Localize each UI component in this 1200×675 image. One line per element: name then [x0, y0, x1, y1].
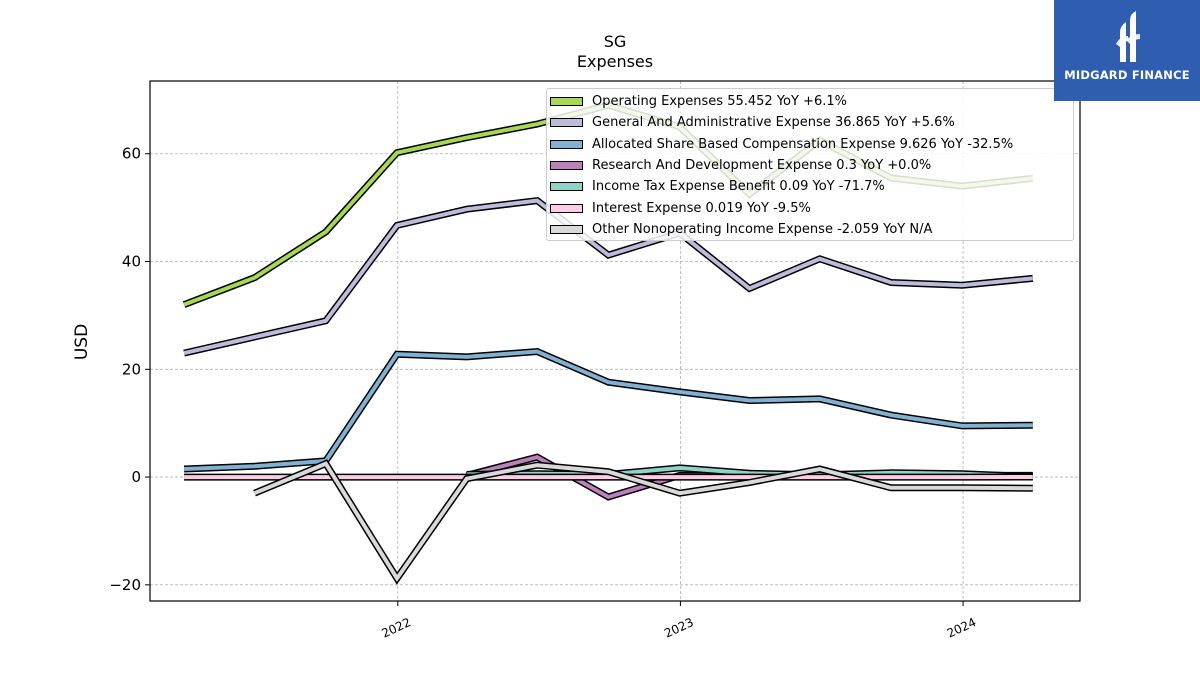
y-tick-label: 60	[122, 145, 141, 163]
x-axis: 2022 2023 2024	[379, 601, 978, 641]
x-tick-label: 2023	[662, 615, 696, 641]
series-lines	[182, 101, 1034, 585]
legend-label: General And Administrative Expense 36.86…	[592, 115, 955, 131]
midgard-logo-icon	[1116, 11, 1140, 62]
x-tick-label: 2024	[945, 615, 979, 641]
legend-item: Income Tax Expense Benefit 0.09 YoY -71.…	[547, 177, 1073, 198]
legend-swatch	[550, 160, 583, 170]
legend-label: Other Nonoperating Income Expense -2.059…	[592, 221, 933, 237]
y-tick-label: −20	[109, 576, 141, 594]
legend-item: Research And Development Expense 0.3 YoY…	[547, 156, 1073, 177]
legend-item: Operating Expenses 55.452 YoY +6.1%	[547, 92, 1073, 113]
legend-label: Allocated Share Based Compensation Expen…	[592, 136, 1014, 152]
legend-swatch	[550, 182, 583, 192]
legend-item: Other Nonoperating Income Expense -2.059…	[547, 220, 1073, 241]
legend-item: Allocated Share Based Compensation Expen…	[547, 135, 1073, 156]
chart-title: SG	[603, 32, 627, 51]
series-line-6	[253, 461, 1033, 583]
legend-item: General And Administrative Expense 36.86…	[547, 113, 1073, 134]
brand-logo: MIDGARD FINANCE	[1054, 0, 1200, 101]
legend-label: Interest Expense 0.019 YoY -9.5%	[592, 200, 811, 216]
y-axis: −20 0 20 40 60	[109, 145, 150, 594]
legend-swatch	[550, 139, 583, 149]
legend-swatch	[550, 97, 583, 106]
y-tick-label: 20	[122, 360, 141, 378]
chart-subtitle: Expenses	[576, 52, 654, 71]
y-tick-label: 40	[122, 253, 141, 271]
series-line-1	[183, 198, 1033, 356]
legend-swatch	[550, 203, 583, 213]
legend-item: Interest Expense 0.019 YoY -9.5%	[547, 199, 1073, 220]
y-axis-label: USD	[72, 324, 92, 360]
x-tick-label: 2022	[379, 615, 413, 641]
legend-swatch	[550, 224, 583, 234]
chart-legend: Operating Expenses 55.452 YoY +6.1% Gener…	[546, 88, 1074, 241]
logo-text: MIDGARD FINANCE	[1064, 68, 1190, 82]
plot-frame	[149, 80, 1081, 602]
y-tick-label: 0	[131, 468, 141, 486]
legend-label: Income Tax Expense Benefit 0.09 YoY -71.…	[592, 179, 885, 195]
legend-label: Operating Expenses 55.452 YoY +6.1%	[592, 94, 847, 109]
legend-label: Research And Development Expense 0.3 YoY…	[592, 157, 932, 173]
legend-swatch	[550, 118, 583, 128]
